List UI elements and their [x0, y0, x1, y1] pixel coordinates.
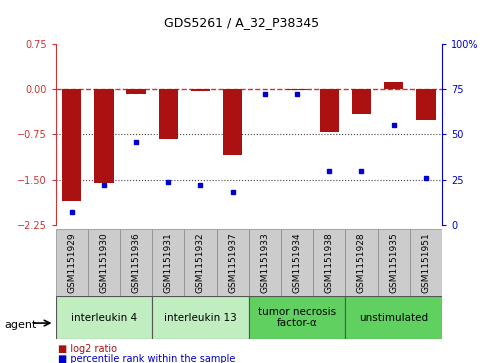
Text: GSM1151930: GSM1151930 — [99, 232, 108, 293]
Bar — [62, 89, 81, 201]
Bar — [313, 229, 345, 296]
Bar — [88, 229, 120, 296]
Text: GSM1151938: GSM1151938 — [325, 232, 334, 293]
Text: GSM1151933: GSM1151933 — [260, 232, 270, 293]
Text: GSM1151934: GSM1151934 — [293, 232, 301, 293]
Text: GSM1151932: GSM1151932 — [196, 232, 205, 293]
Text: interleukin 4: interleukin 4 — [71, 313, 137, 323]
Bar — [158, 89, 178, 139]
Bar — [120, 229, 152, 296]
Bar — [249, 296, 345, 339]
Bar — [191, 89, 210, 91]
Bar — [56, 229, 88, 296]
Bar — [345, 296, 442, 339]
Text: unstimulated: unstimulated — [359, 313, 428, 323]
Text: GSM1151931: GSM1151931 — [164, 232, 173, 293]
Text: GDS5261 / A_32_P38345: GDS5261 / A_32_P38345 — [164, 16, 319, 29]
Text: GSM1151937: GSM1151937 — [228, 232, 237, 293]
Bar — [223, 89, 242, 155]
Bar — [281, 229, 313, 296]
Bar — [352, 89, 371, 114]
Bar — [410, 229, 442, 296]
Text: GSM1151928: GSM1151928 — [357, 232, 366, 293]
Text: tumor necrosis
factor-α: tumor necrosis factor-α — [258, 307, 336, 329]
Text: GSM1151935: GSM1151935 — [389, 232, 398, 293]
Text: GSM1151936: GSM1151936 — [131, 232, 141, 293]
Bar — [384, 82, 403, 89]
Bar — [185, 229, 216, 296]
Bar — [216, 229, 249, 296]
Text: GSM1151951: GSM1151951 — [421, 232, 430, 293]
Bar — [152, 296, 249, 339]
Bar — [152, 229, 185, 296]
Bar — [345, 229, 378, 296]
Bar — [416, 89, 436, 121]
Bar — [378, 229, 410, 296]
Text: agent: agent — [5, 320, 37, 330]
Bar — [127, 89, 146, 94]
Bar — [56, 296, 152, 339]
Bar — [287, 89, 307, 90]
Text: GSM1151929: GSM1151929 — [67, 232, 76, 293]
Bar — [249, 229, 281, 296]
Text: ■ log2 ratio: ■ log2 ratio — [58, 344, 117, 354]
Text: interleukin 13: interleukin 13 — [164, 313, 237, 323]
Bar — [94, 89, 114, 183]
Text: ■ percentile rank within the sample: ■ percentile rank within the sample — [58, 354, 235, 363]
Bar — [320, 89, 339, 132]
